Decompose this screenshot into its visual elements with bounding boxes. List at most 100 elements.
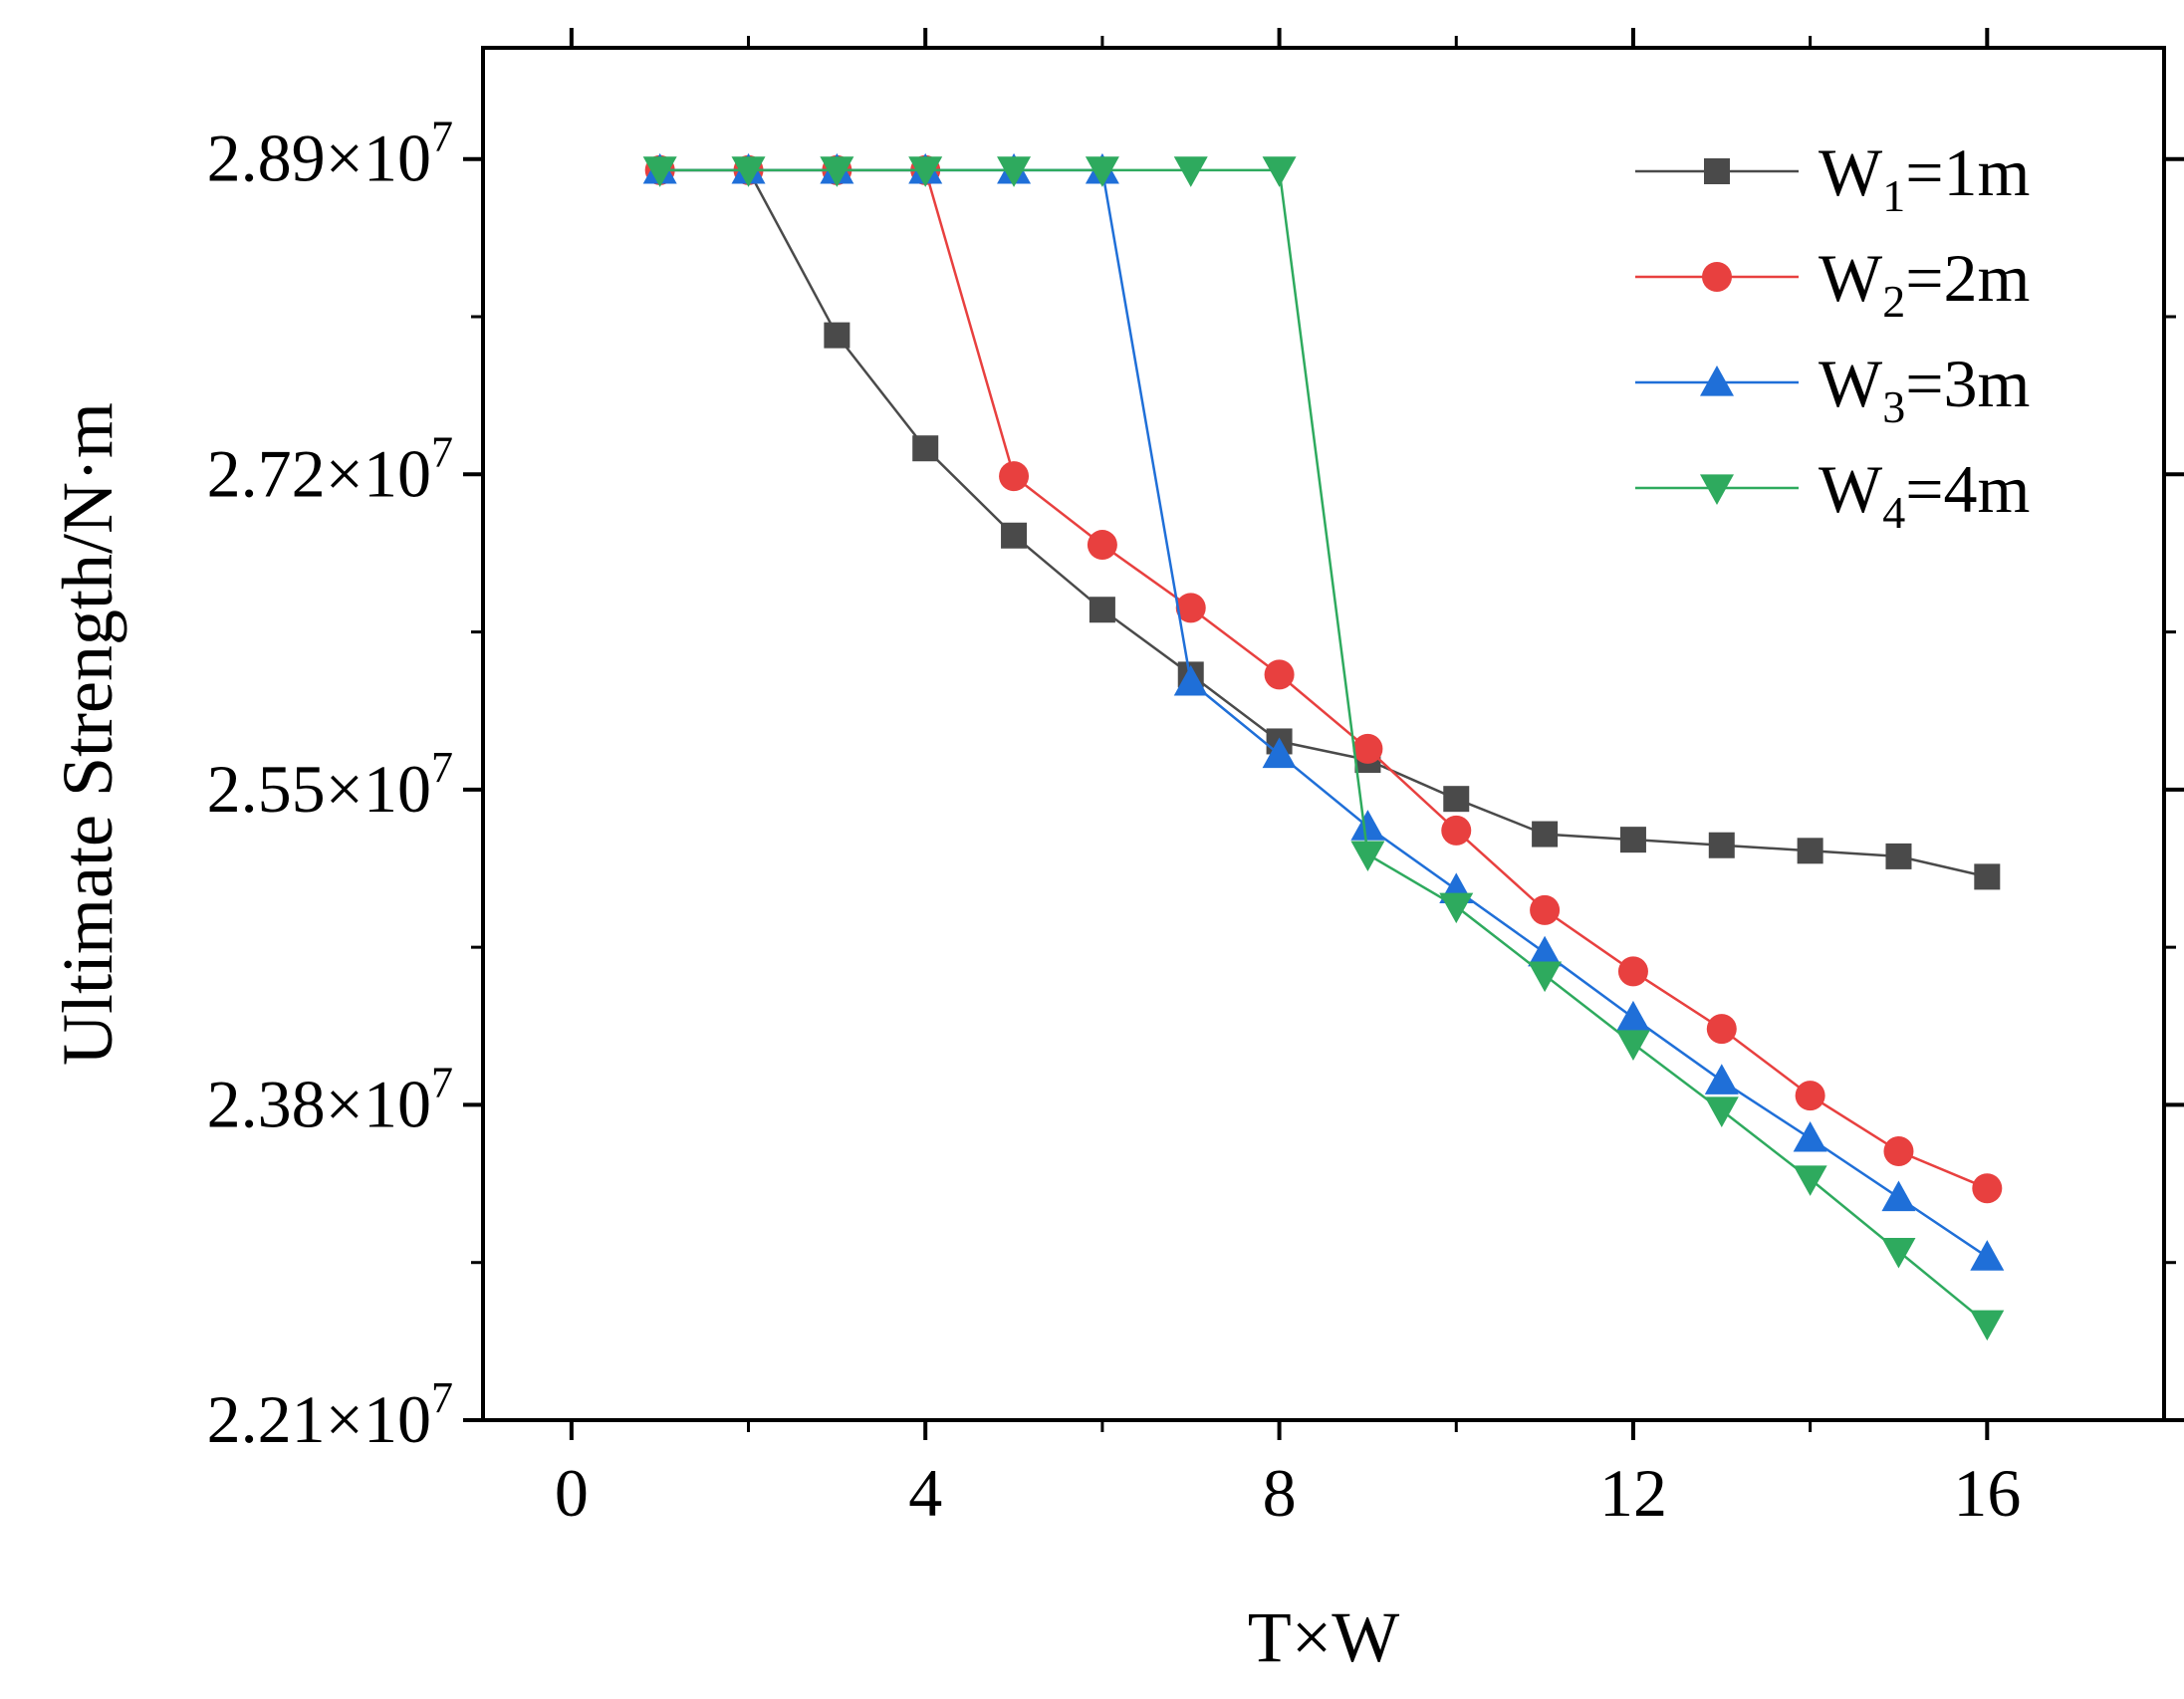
y-tick-times: ×10 xyxy=(326,435,431,511)
legend-label-rest: =2m xyxy=(1905,240,2030,316)
legend-marker xyxy=(1702,262,1732,292)
legend-label: W2=2m xyxy=(1819,240,2030,327)
data-point xyxy=(1262,156,1297,187)
data-point xyxy=(820,156,854,187)
y-tick-exponent: 7 xyxy=(431,1058,453,1106)
data-point xyxy=(1795,1081,1825,1111)
y-tick-times: ×10 xyxy=(326,121,431,196)
series-line xyxy=(659,168,1989,1326)
legend-label-sub: 4 xyxy=(1882,487,1905,538)
legend-label-base: W xyxy=(1819,346,1883,421)
data-point xyxy=(1439,892,1474,924)
axis-ticks xyxy=(463,28,2184,1440)
data-point xyxy=(1797,838,1823,864)
legend-label-sub: 1 xyxy=(1882,170,1905,221)
legend-label: W4=4m xyxy=(1819,451,2030,538)
data-point xyxy=(1173,664,1208,696)
y-tick-times: ×10 xyxy=(326,751,431,827)
data-point xyxy=(1530,894,1561,925)
data-point xyxy=(1350,810,1385,841)
y-tick-label: 2.72×107 xyxy=(207,427,453,511)
y-tick-mantissa: 2.21 xyxy=(207,1381,326,1457)
data-point xyxy=(731,156,766,187)
data-point xyxy=(1793,1120,1827,1152)
data-point xyxy=(1350,841,1385,872)
data-point xyxy=(1972,1173,2003,1204)
y-tick-label: 2.55×107 xyxy=(207,743,453,827)
legend-label-sub: 3 xyxy=(1882,381,1905,432)
data-point xyxy=(1089,597,1115,623)
legend-item-3: W3=3m xyxy=(1635,346,2030,432)
data-point xyxy=(1528,961,1563,993)
data-point xyxy=(1085,156,1119,187)
data-point xyxy=(1619,827,1646,853)
data-point xyxy=(1443,786,1470,813)
data-point xyxy=(908,156,943,187)
legend-item-1: W1=1m xyxy=(1635,134,2030,221)
data-point xyxy=(1615,1030,1650,1061)
y-tick-mantissa: 2.89 xyxy=(207,121,326,196)
data-point xyxy=(1970,1240,2005,1271)
y-tick-times: ×10 xyxy=(326,1381,431,1457)
y-tick-mantissa: 2.38 xyxy=(207,1066,326,1141)
data-point xyxy=(1704,1096,1739,1128)
legend-label-base: W xyxy=(1819,240,1883,316)
y-tick-label: 2.89×107 xyxy=(207,113,453,196)
x-tick-label: 16 xyxy=(1953,1455,2021,1531)
series-layer xyxy=(642,152,2005,1341)
x-tick-label: 4 xyxy=(908,1455,942,1531)
x-tick-label: 12 xyxy=(1599,1455,1667,1531)
y-tick-label: 2.21×107 xyxy=(207,1373,453,1457)
data-point xyxy=(1706,1014,1737,1045)
y-tick-exponent: 7 xyxy=(431,427,453,476)
data-point xyxy=(642,156,677,187)
data-point xyxy=(1881,1180,1916,1212)
data-point xyxy=(1617,956,1648,987)
data-point xyxy=(1615,1000,1650,1032)
legend-label: W3=3m xyxy=(1819,346,2030,432)
data-point xyxy=(1708,832,1735,858)
series-4 xyxy=(642,156,2005,1341)
y-axis-title: Ultimate Strength/N·m xyxy=(48,402,127,1066)
data-point xyxy=(1532,821,1559,848)
legend-label-rest: =4m xyxy=(1905,451,2030,527)
legend-label: W1=1m xyxy=(1819,134,2030,221)
y-tick-mantissa: 2.55 xyxy=(207,751,326,827)
data-point xyxy=(1883,1135,1914,1166)
legend-marker xyxy=(1704,158,1730,184)
data-point xyxy=(1528,935,1563,967)
data-point xyxy=(1264,659,1295,690)
x-tick-label: 0 xyxy=(555,1455,589,1531)
y-tick-label: 2.38×107 xyxy=(207,1058,453,1141)
legend-label-base: W xyxy=(1819,451,1883,527)
y-tick-exponent: 7 xyxy=(431,1373,453,1422)
legend-item-2: W2=2m xyxy=(1635,240,2030,327)
y-tick-exponent: 7 xyxy=(431,743,453,792)
data-point xyxy=(997,156,1032,187)
data-point xyxy=(1087,530,1117,561)
data-point xyxy=(1173,156,1208,187)
data-point xyxy=(1974,863,2001,890)
series-line xyxy=(659,168,1988,878)
data-point xyxy=(1001,522,1028,549)
data-point xyxy=(1970,1310,2005,1341)
data-point xyxy=(1704,1064,1739,1094)
data-point xyxy=(824,322,850,349)
data-point xyxy=(1262,737,1297,769)
legend-label-rest: =3m xyxy=(1905,346,2030,421)
plot-frame xyxy=(481,46,2166,1422)
legend-label-rest: =1m xyxy=(1905,134,2030,210)
legend-marker xyxy=(1700,365,1734,396)
y-tick-mantissa: 2.72 xyxy=(207,435,326,511)
data-point xyxy=(1881,1237,1916,1269)
data-point xyxy=(1441,815,1472,846)
tick-labels: 0 4 8 12 162.21×1072.38×1072.55×1072.72×1072… xyxy=(207,113,2022,1531)
legend-label-sub: 2 xyxy=(1882,276,1905,327)
data-point xyxy=(1175,593,1206,623)
legend-label-base: W xyxy=(1819,134,1883,210)
y-tick-times: ×10 xyxy=(326,1066,431,1141)
legend-marker xyxy=(1700,474,1734,505)
x-tick-label: 8 xyxy=(1263,1455,1297,1531)
